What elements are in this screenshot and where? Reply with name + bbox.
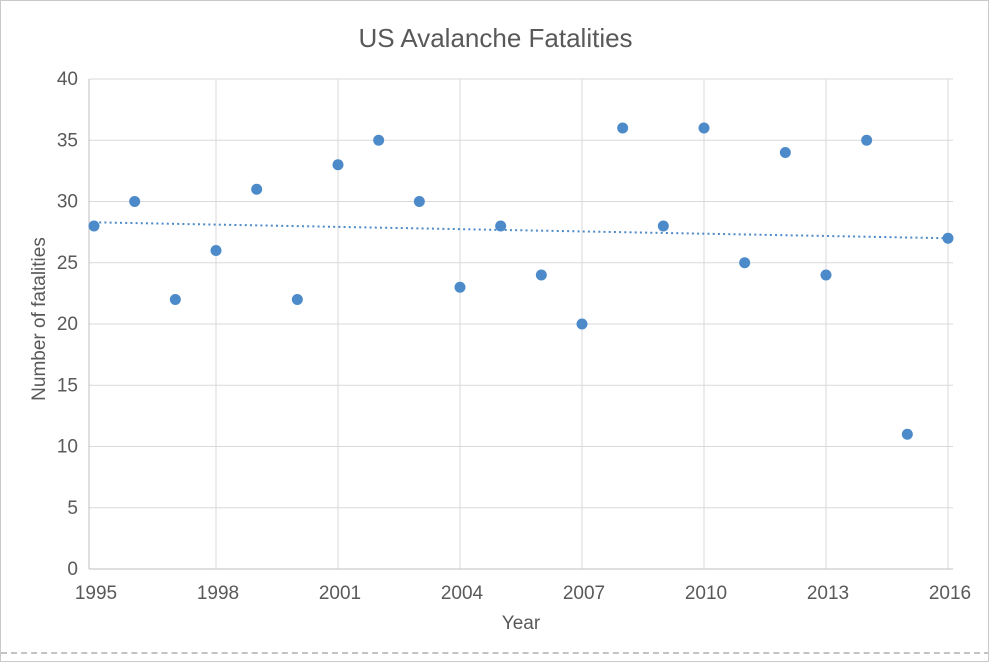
y-tick-label: 30	[57, 192, 78, 213]
y-tick-label: 25	[57, 253, 78, 274]
x-tick-label: 1995	[75, 583, 117, 604]
page-break-dashed-line	[1, 652, 988, 654]
data-point	[779, 147, 791, 158]
data-point	[820, 269, 832, 281]
data-point	[251, 183, 263, 195]
data-point	[88, 220, 100, 232]
y-axis-title-text: Number of fatalities	[29, 237, 50, 401]
x-tick-label: 1998	[197, 583, 239, 604]
y-tick-label: 15	[57, 375, 78, 396]
data-point	[657, 220, 669, 232]
data-point	[413, 196, 425, 207]
data-point	[373, 134, 385, 146]
y-tick-label: 10	[57, 437, 78, 458]
data-point	[698, 122, 710, 134]
data-point	[169, 294, 181, 305]
data-point	[454, 281, 466, 293]
trendline	[93, 221, 949, 240]
y-tick-label: 35	[57, 130, 78, 151]
data-point	[129, 196, 141, 207]
y-tick-label: 0	[67, 559, 78, 580]
x-tick-label: 2010	[685, 583, 727, 604]
y-tick-label: 20	[57, 314, 78, 335]
data-point	[291, 294, 303, 305]
data-point	[576, 318, 588, 330]
x-tick-label: 2004	[441, 583, 484, 604]
data-point	[332, 159, 344, 171]
data-point	[535, 269, 547, 281]
data-point	[942, 232, 954, 244]
y-tick-label: 5	[67, 498, 78, 519]
y-tick-label: 40	[57, 69, 78, 90]
data-point	[495, 220, 507, 232]
x-tick-label: 2001	[319, 583, 361, 604]
x-tick-label: 2013	[807, 583, 849, 604]
data-point	[210, 245, 222, 256]
chart-title: US Avalanche Fatalities	[358, 23, 633, 53]
x-tick-label: 2016	[929, 583, 971, 604]
x-tick-label: 2007	[563, 583, 605, 604]
data-point	[739, 257, 751, 269]
data-point	[861, 134, 873, 146]
data-point	[617, 122, 629, 134]
x-axis-title: Year	[501, 613, 541, 634]
data-point	[901, 428, 913, 440]
